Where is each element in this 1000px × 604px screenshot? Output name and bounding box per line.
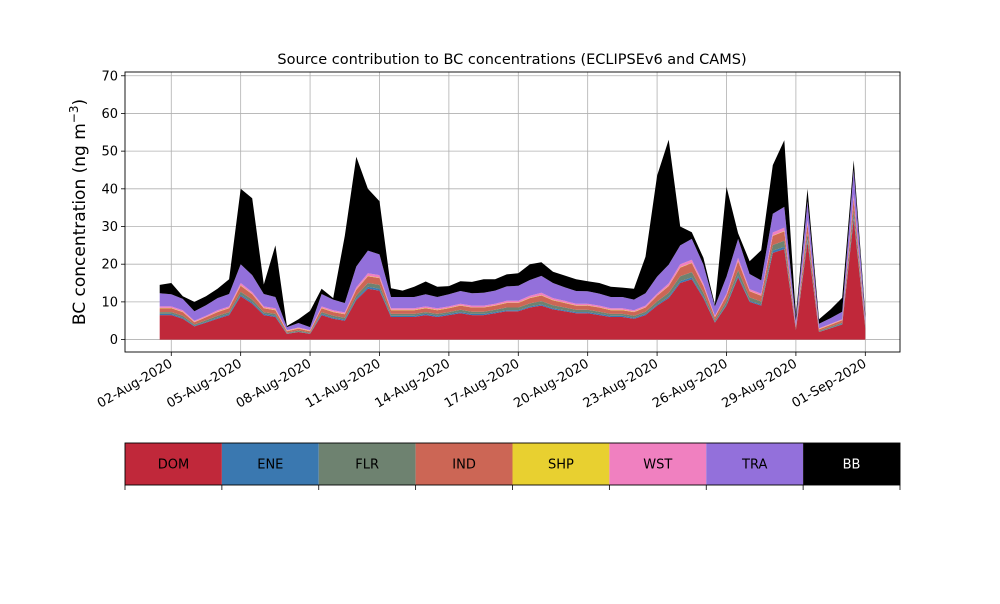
x-tick-label: 14-Aug-2020	[373, 356, 453, 411]
y-tick-label: 20	[101, 258, 118, 273]
legend-swatch-ind	[415, 443, 513, 485]
legend-label: IND	[452, 458, 476, 473]
legend-label: WST	[643, 458, 672, 473]
y-tick-label: 0	[110, 333, 118, 348]
legend-swatch-ene	[221, 443, 319, 485]
legend: DOM ENE FLR IND SHP WST TRA BB	[124, 442, 901, 490]
legend-label: ENE	[257, 458, 283, 473]
legend-label: BB	[843, 458, 861, 473]
area-wst	[159, 194, 866, 331]
y-tick-label: 50	[101, 145, 118, 160]
x-tick-label: 01-Sep-2020	[789, 356, 869, 411]
legend-swatch-shp	[512, 443, 610, 485]
area-flr	[159, 209, 866, 334]
y-axis-label-text: BC concentration (ng m	[70, 123, 90, 325]
y-tick-label: 70	[101, 69, 118, 84]
y-tick-label: 30	[101, 220, 118, 235]
legend-swatch-bb	[803, 443, 900, 485]
x-tick-label: 05-Aug-2020	[164, 356, 244, 411]
x-tick-label: 29-Aug-2020	[720, 356, 800, 411]
x-tick-label: 02-Aug-2020	[95, 356, 175, 411]
x-tick-label: 17-Aug-2020	[442, 356, 522, 411]
area-bb	[159, 139, 866, 328]
x-tick-label: 20-Aug-2020	[511, 356, 591, 411]
x-tick-label: 08-Aug-2020	[234, 356, 314, 411]
plot-frame	[124, 71, 901, 353]
y-axis-label: BC concentration (ng m−3)	[67, 99, 90, 325]
x-tick-label: 23-Aug-2020	[581, 356, 661, 411]
legend-swatch-flr	[318, 443, 416, 485]
legend-swatch-dom	[125, 443, 222, 485]
legend-label: DOM	[158, 458, 189, 473]
x-tick-label: 11-Aug-2020	[303, 356, 383, 411]
y-axis-label-superscript: −3	[67, 105, 81, 123]
chart-title: Source contribution to BC concentrations…	[277, 52, 746, 68]
legend-label: FLR	[355, 458, 379, 473]
y-tick-label: 40	[101, 182, 118, 197]
area-ene	[159, 216, 866, 334]
legend-label: SHP	[548, 458, 574, 473]
x-tick-label: 26-Aug-2020	[650, 356, 730, 411]
area-dom	[159, 219, 866, 340]
y-tick-label: 10	[101, 295, 118, 310]
legend-label: TRA	[741, 458, 767, 473]
area-layer	[159, 139, 866, 340]
area-ind	[159, 198, 866, 333]
y-tick-label: 60	[101, 107, 118, 122]
legend-swatch-tra	[706, 443, 804, 485]
legend-swatch-wst	[609, 443, 707, 485]
area-tra	[159, 170, 866, 331]
y-axis-label-close: )	[70, 99, 90, 106]
